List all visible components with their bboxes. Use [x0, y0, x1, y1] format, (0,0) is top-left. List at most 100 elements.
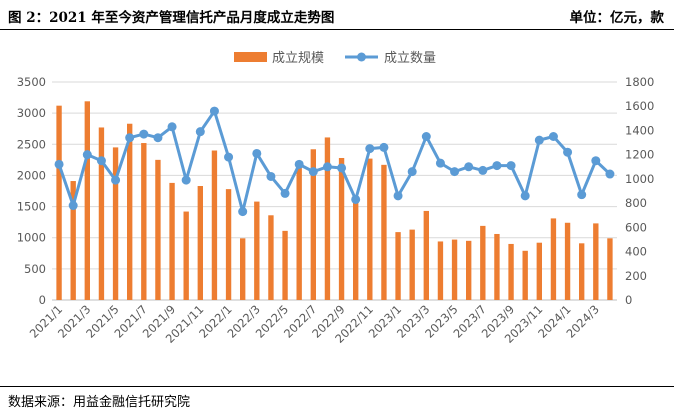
right-tick-label: 400: [625, 245, 647, 259]
line-point: [181, 175, 191, 185]
line-point: [464, 162, 474, 172]
bottom-rule: [0, 386, 674, 387]
gridlines: [52, 81, 617, 301]
legend-swatch-bar: [234, 52, 267, 62]
right-tick-label: 1400: [625, 123, 654, 137]
right-tick-label: 800: [625, 196, 647, 210]
line-point: [351, 194, 361, 204]
line-point: [365, 144, 375, 154]
bar: [112, 147, 119, 300]
bar: [381, 164, 387, 300]
right-axis: 0 200 400 600 800 1000 1200 1400 1600 1800: [625, 75, 654, 307]
line-point: [337, 163, 347, 173]
bar: [70, 181, 76, 300]
bar: [508, 243, 514, 300]
line-path: [57, 109, 611, 214]
bar: [423, 210, 429, 300]
legend-swatch-marker: [357, 52, 366, 62]
bar: [98, 127, 105, 301]
bar: [593, 223, 599, 300]
bar: [550, 218, 557, 300]
line-point: [54, 159, 64, 169]
left-tick-label: 500: [24, 262, 46, 276]
right-tick-label: 1200: [625, 148, 654, 162]
x-axis: 2021/12021/32021/52021/72021/92021/11202…: [27, 302, 602, 346]
line-point: [294, 159, 304, 169]
bar: [169, 182, 175, 300]
line-point: [167, 122, 177, 132]
legend-label-line: 成立数量: [384, 51, 436, 66]
line-series: [54, 106, 615, 217]
line-point: [591, 156, 601, 166]
right-tick-label: 1000: [625, 172, 654, 186]
line-point: [407, 167, 417, 177]
line-point: [379, 142, 389, 152]
bar: [522, 250, 528, 300]
bar: [310, 149, 316, 300]
line-point: [548, 132, 558, 141]
line-point: [153, 133, 163, 143]
bar: [211, 150, 218, 300]
left-tick-label: 0: [39, 293, 46, 307]
line-point: [280, 188, 290, 198]
bar: [84, 101, 90, 301]
chart: 0 500 1000 1500 2000 2500 3000 3500 0 200 400 600 8…: [17, 51, 655, 346]
bar: [607, 238, 613, 300]
bar: [353, 197, 359, 300]
bar: [197, 186, 203, 300]
bar: [282, 230, 288, 300]
line-point: [506, 161, 516, 171]
bar: [56, 105, 62, 300]
top-rule: [0, 29, 674, 30]
line-point: [605, 169, 615, 179]
bar: [268, 215, 274, 300]
line-point: [111, 175, 121, 185]
right-tick-label: 0: [625, 293, 632, 307]
line-point: [393, 191, 403, 201]
bar: [494, 233, 500, 300]
figure-header: 图 2：2021 年至今资产管理信托产品月度成立走势图 单位：亿元，款: [0, 0, 674, 30]
line-point: [435, 158, 445, 168]
bar: [564, 222, 571, 300]
line-point: [534, 135, 544, 145]
bar: [579, 243, 585, 300]
line-point: [195, 127, 205, 137]
line-point: [492, 161, 502, 171]
bar: [254, 201, 260, 300]
bar: [480, 225, 486, 300]
left-axis: 0 500 1000 1500 2000 2500 3000 3500: [17, 75, 46, 307]
line-point: [421, 132, 431, 141]
bar: [536, 242, 542, 300]
line-point: [520, 191, 530, 201]
bar: [183, 211, 189, 300]
bar: [437, 241, 444, 300]
bar: [338, 157, 345, 300]
left-tick-label: 3000: [17, 106, 46, 120]
line-point: [238, 207, 248, 217]
bar: [240, 238, 246, 300]
bar: [225, 189, 232, 300]
bar: [127, 123, 133, 300]
right-tick-label: 1600: [625, 99, 654, 113]
line-point: [266, 171, 276, 181]
line-point: [125, 133, 135, 143]
left-tick-label: 3500: [17, 75, 46, 89]
line-point: [450, 167, 460, 177]
line-point: [577, 190, 587, 200]
line-point: [139, 129, 149, 139]
left-tick-label: 2000: [17, 168, 46, 182]
line-point: [224, 152, 234, 162]
line-point: [308, 167, 318, 177]
figure-title: 图 2：2021 年至今资产管理信托产品月度成立走势图: [8, 10, 335, 26]
bar: [296, 165, 302, 300]
line-point: [322, 162, 332, 172]
legend-label-bar: 成立规模: [272, 51, 324, 66]
line-point: [96, 156, 106, 166]
right-tick-label: 1800: [625, 75, 654, 89]
right-tick-label: 600: [625, 220, 647, 234]
bar: [395, 232, 401, 300]
bar-series: [56, 101, 613, 301]
bar: [409, 229, 415, 300]
bar: [155, 159, 161, 300]
bar: [141, 143, 147, 300]
